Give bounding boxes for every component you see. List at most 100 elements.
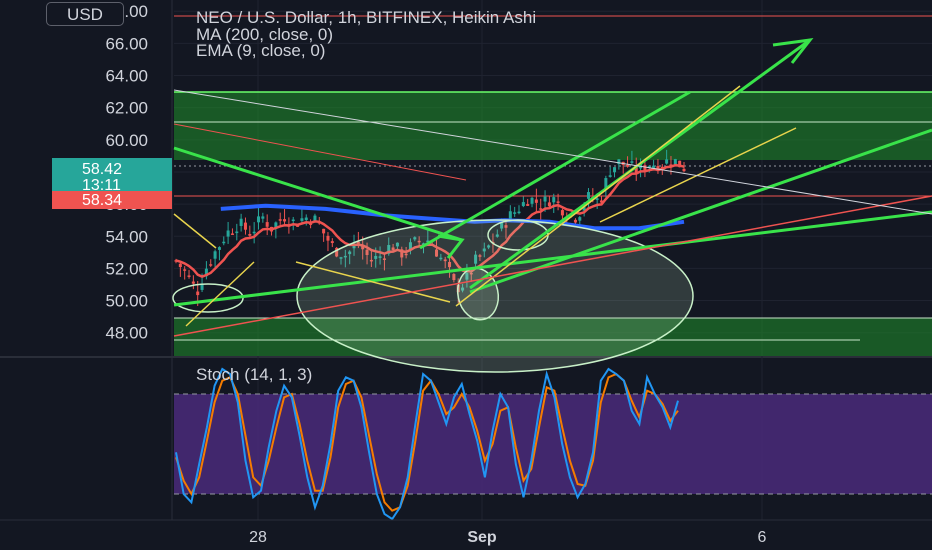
yellow-line-3 bbox=[295, 261, 451, 303]
candle-body bbox=[608, 175, 612, 177]
candle-body bbox=[408, 242, 412, 250]
candle-body bbox=[391, 247, 395, 251]
candle-body bbox=[521, 202, 525, 207]
candle-body bbox=[256, 216, 261, 223]
green-trendline-3 bbox=[419, 90, 691, 250]
y-tick-label: 64.00 bbox=[105, 67, 148, 86]
candle-body bbox=[252, 231, 256, 234]
green-arrowhead bbox=[772, 38, 814, 64]
last-price-tag-bg bbox=[52, 158, 172, 194]
candle-body bbox=[617, 159, 621, 165]
red-line-2 bbox=[173, 195, 932, 337]
candle-body bbox=[274, 222, 278, 228]
candle-body bbox=[400, 249, 404, 258]
candle-body bbox=[465, 272, 469, 280]
candle-body bbox=[513, 212, 517, 214]
candle-body bbox=[330, 241, 334, 244]
resistance-zone bbox=[174, 92, 932, 160]
candle-body bbox=[217, 247, 221, 250]
y-tick-label: 60.00 bbox=[105, 131, 148, 150]
candle-body bbox=[678, 160, 682, 168]
candle-body bbox=[660, 166, 664, 169]
candle-body bbox=[235, 231, 239, 234]
x-tick-28: 28 bbox=[249, 529, 267, 546]
yellow-line-5 bbox=[599, 127, 797, 223]
candle-body bbox=[534, 199, 538, 203]
candle-body bbox=[382, 258, 386, 260]
candle-body bbox=[291, 219, 295, 222]
candle-body bbox=[213, 251, 217, 259]
candle-body bbox=[500, 221, 504, 229]
candle-body bbox=[478, 255, 482, 257]
candle-body bbox=[582, 207, 586, 211]
candle-body bbox=[526, 204, 530, 206]
candle-body bbox=[595, 198, 599, 200]
candle-body bbox=[487, 245, 491, 248]
green-trendline-5 bbox=[173, 210, 932, 307]
candle-body bbox=[230, 233, 234, 235]
candle-body bbox=[452, 274, 456, 281]
candle-body bbox=[278, 219, 282, 221]
candle-body bbox=[395, 242, 399, 247]
candle-body bbox=[313, 215, 317, 223]
candle-body bbox=[495, 234, 499, 237]
support-zone bbox=[174, 318, 932, 356]
candle-body bbox=[634, 167, 638, 174]
last-price-value: 58.42 bbox=[82, 161, 122, 178]
candle-body bbox=[343, 255, 347, 258]
candle-body bbox=[335, 247, 339, 257]
legend-title[interactable]: NEO / U.S. Dollar, 1h, BITFINEX, Heikin … bbox=[196, 8, 536, 27]
candle-body bbox=[539, 208, 543, 210]
candle-body bbox=[604, 178, 608, 190]
candle-body bbox=[652, 165, 656, 168]
candle-body bbox=[413, 237, 417, 240]
candle-body bbox=[265, 222, 269, 227]
ema-price-tag-bg bbox=[52, 191, 172, 209]
annotations bbox=[172, 38, 932, 373]
stoch-legend[interactable]: Stoch (14, 1, 3) bbox=[196, 365, 312, 384]
candle-series bbox=[174, 149, 686, 306]
legend-ma[interactable]: MA (200, close, 0) bbox=[196, 25, 333, 44]
candle-body bbox=[469, 272, 473, 275]
y-tick-label: 66.00 bbox=[105, 34, 148, 53]
stoch-k-line bbox=[175, 367, 679, 521]
green-trendline-1 bbox=[173, 146, 463, 242]
yellow-line-1 bbox=[173, 213, 217, 249]
candle-body bbox=[504, 225, 508, 228]
candle-body bbox=[348, 251, 352, 255]
candle-body bbox=[435, 249, 439, 257]
yellow-line-4 bbox=[455, 85, 741, 307]
candle-body bbox=[573, 219, 577, 223]
countdown-value: 13:11 bbox=[82, 177, 121, 194]
x-tick-sep: Sep bbox=[467, 529, 497, 546]
stoch-band bbox=[174, 394, 932, 494]
candle-body bbox=[361, 245, 365, 250]
candle-body bbox=[530, 197, 534, 204]
candle-body bbox=[243, 222, 247, 230]
candle-body bbox=[517, 211, 521, 214]
candle-body bbox=[639, 162, 643, 169]
candle-body bbox=[261, 216, 265, 219]
candle-body bbox=[643, 165, 647, 171]
candle-body bbox=[352, 244, 356, 249]
candle-body bbox=[326, 235, 330, 241]
candle-body bbox=[599, 200, 604, 203]
candle-body bbox=[296, 225, 300, 227]
candle-body bbox=[204, 268, 208, 277]
candle-body bbox=[552, 197, 556, 203]
y-tick-label: 52.00 bbox=[105, 259, 148, 278]
ema-price-value: 58.34 bbox=[82, 192, 122, 209]
legend-ema[interactable]: EMA (9, close, 0) bbox=[196, 41, 325, 60]
currency-button[interactable]: USD bbox=[46, 2, 124, 26]
ma200-line bbox=[220, 203, 685, 231]
candle-body bbox=[669, 164, 673, 166]
y-tick-label: 62.00 bbox=[105, 99, 148, 118]
candle-body bbox=[439, 257, 443, 260]
stoch-d-line bbox=[175, 372, 679, 512]
ema9-line bbox=[175, 163, 685, 278]
candle-body bbox=[226, 230, 230, 237]
green-trendline-4 bbox=[469, 128, 932, 294]
candle-body bbox=[339, 257, 343, 259]
candle-body bbox=[322, 228, 326, 234]
